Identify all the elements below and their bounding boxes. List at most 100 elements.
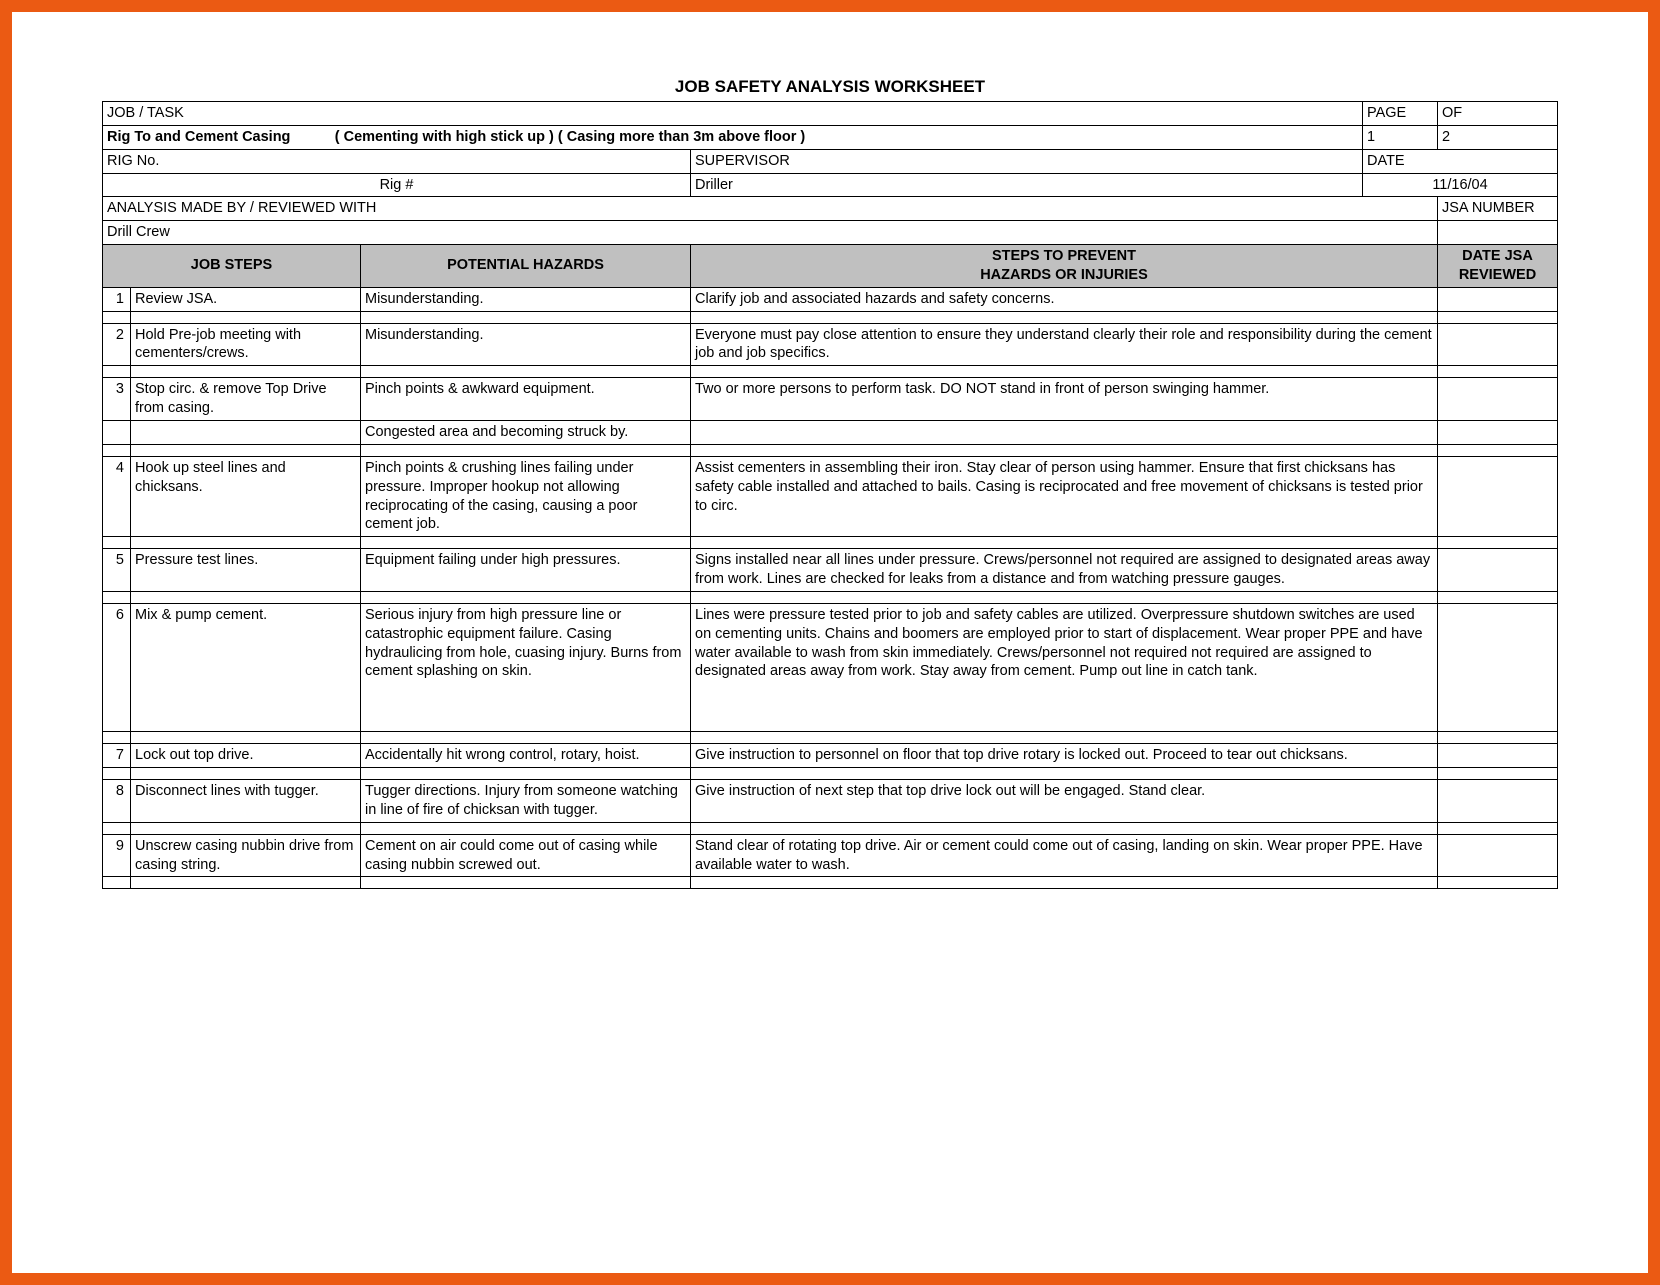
prevention-steps: Stand clear of rotating top drive. Air o… <box>691 834 1438 877</box>
job-step: Review JSA. <box>131 287 361 311</box>
table-row <box>103 822 1558 834</box>
potential-hazard: Pinch points & crushing lines failing un… <box>361 456 691 536</box>
potential-hazard: Congested area and becoming struck by. <box>361 420 691 444</box>
step-number: 6 <box>103 603 131 731</box>
supervisor-label: SUPERVISOR <box>691 149 1363 173</box>
worksheet-title: JOB SAFETY ANALYSIS WORKSHEET <box>102 77 1558 97</box>
col-date-rev-line1: DATE JSA <box>1462 248 1533 264</box>
potential-hazard: Misunderstanding. <box>361 287 691 311</box>
step-number: 1 <box>103 287 131 311</box>
date-reviewed <box>1438 603 1558 731</box>
step-number: 2 <box>103 323 131 366</box>
date-reviewed <box>1438 378 1558 421</box>
job-step: Unscrew casing nubbin drive from casing … <box>131 834 361 877</box>
document-frame: JOB SAFETY ANALYSIS WORKSHEET JOB / TASK… <box>0 0 1660 1285</box>
col-prevent-line1: STEPS TO PREVENT <box>992 248 1136 264</box>
prevention-steps: Clarify job and associated hazards and s… <box>691 287 1438 311</box>
step-number: 8 <box>103 780 131 823</box>
prevention-steps: Everyone must pay close attention to ens… <box>691 323 1438 366</box>
jsa-table: JOB / TASK PAGE OF Rig To and Cement Cas… <box>102 101 1558 889</box>
header-row-6: Drill Crew <box>103 221 1558 245</box>
prevention-steps: Lines were pressure tested prior to job … <box>691 603 1438 731</box>
job-step: Hook up steel lines and chicksans. <box>131 456 361 536</box>
table-row: 1Review JSA.Misunderstanding.Clarify job… <box>103 287 1558 311</box>
job-task-value: Rig To and Cement Casing ( Cementing wit… <box>103 125 1363 149</box>
table-row: 5Pressure test lines.Equipment failing u… <box>103 549 1558 592</box>
potential-hazard: Accidentally hit wrong control, rotary, … <box>361 744 691 768</box>
prevention-steps <box>691 420 1438 444</box>
column-headers: JOB STEPS POTENTIAL HAZARDS STEPS TO PRE… <box>103 245 1558 288</box>
date-reviewed <box>1438 780 1558 823</box>
table-row <box>103 366 1558 378</box>
date-reviewed <box>1438 456 1558 536</box>
job-step: Stop circ. & remove Top Drive from casin… <box>131 378 361 421</box>
jsa-num-value <box>1438 221 1558 245</box>
table-row <box>103 591 1558 603</box>
table-row: 3Stop circ. & remove Top Drive from casi… <box>103 378 1558 421</box>
page-label: PAGE <box>1363 102 1438 126</box>
analysis-value: Drill Crew <box>103 221 1438 245</box>
prevention-steps: Give instruction of next step that top d… <box>691 780 1438 823</box>
table-row: 8Disconnect lines with tugger.Tugger dir… <box>103 780 1558 823</box>
of-label: OF <box>1438 102 1558 126</box>
job-step: Pressure test lines. <box>131 549 361 592</box>
table-row: 2Hold Pre-job meeting with cementers/cre… <box>103 323 1558 366</box>
prevention-steps: Assist cementers in assembling their iro… <box>691 456 1438 536</box>
page-num: 1 <box>1363 125 1438 149</box>
table-row: 6Mix & pump cement.Serious injury from h… <box>103 603 1558 731</box>
job-task-line1: Rig To and Cement Casing <box>107 129 290 145</box>
col-job-steps: JOB STEPS <box>103 245 361 288</box>
of-num: 2 <box>1438 125 1558 149</box>
col-date-reviewed: DATE JSA REVIEWED <box>1438 245 1558 288</box>
job-step <box>131 420 361 444</box>
potential-hazard: Pinch points & awkward equipment. <box>361 378 691 421</box>
table-row: 9Unscrew casing nubbin drive from casing… <box>103 834 1558 877</box>
job-step: Disconnect lines with tugger. <box>131 780 361 823</box>
header-row-4: Rig # Driller 11/16/04 <box>103 173 1558 197</box>
table-row: 4Hook up steel lines and chicksans.Pinch… <box>103 456 1558 536</box>
table-row <box>103 732 1558 744</box>
date-reviewed <box>1438 549 1558 592</box>
analysis-label: ANALYSIS MADE BY / REVIEWED WITH <box>103 197 1438 221</box>
header-row-3: RIG No. SUPERVISOR DATE <box>103 149 1558 173</box>
date-reviewed <box>1438 420 1558 444</box>
potential-hazard: Tugger directions. Injury from someone w… <box>361 780 691 823</box>
table-row <box>103 877 1558 889</box>
prevention-steps: Give instruction to personnel on floor t… <box>691 744 1438 768</box>
date-reviewed <box>1438 287 1558 311</box>
potential-hazard: Equipment failing under high pressures. <box>361 549 691 592</box>
header-row-5: ANALYSIS MADE BY / REVIEWED WITH JSA NUM… <box>103 197 1558 221</box>
potential-hazard: Misunderstanding. <box>361 323 691 366</box>
step-number: 4 <box>103 456 131 536</box>
table-row <box>103 537 1558 549</box>
potential-hazard: Cement on air could come out of casing w… <box>361 834 691 877</box>
date-reviewed <box>1438 834 1558 877</box>
rig-no-value: Rig # <box>103 173 691 197</box>
job-task-line2: ( Cementing with high stick up ) ( Casin… <box>335 129 805 145</box>
jsa-num-label: JSA NUMBER <box>1438 197 1558 221</box>
prevention-steps: Two or more persons to perform task. DO … <box>691 378 1438 421</box>
step-number: 5 <box>103 549 131 592</box>
table-row: Congested area and becoming struck by. <box>103 420 1558 444</box>
step-number: 9 <box>103 834 131 877</box>
step-number <box>103 420 131 444</box>
step-number: 3 <box>103 378 131 421</box>
table-row <box>103 311 1558 323</box>
table-row: 7Lock out top drive.Accidentally hit wro… <box>103 744 1558 768</box>
job-step: Lock out top drive. <box>131 744 361 768</box>
potential-hazard: Serious injury from high pressure line o… <box>361 603 691 731</box>
rig-no-label: RIG No. <box>103 149 691 173</box>
header-row-1: JOB / TASK PAGE OF <box>103 102 1558 126</box>
table-row <box>103 768 1558 780</box>
date-value: 11/16/04 <box>1363 173 1558 197</box>
job-step: Hold Pre-job meeting with cementers/crew… <box>131 323 361 366</box>
date-reviewed <box>1438 744 1558 768</box>
header-row-2: Rig To and Cement Casing ( Cementing wit… <box>103 125 1558 149</box>
col-hazards: POTENTIAL HAZARDS <box>361 245 691 288</box>
col-prevent: STEPS TO PREVENT HAZARDS OR INJURIES <box>691 245 1438 288</box>
job-step: Mix & pump cement. <box>131 603 361 731</box>
prevention-steps: Signs installed near all lines under pre… <box>691 549 1438 592</box>
table-row <box>103 444 1558 456</box>
supervisor-value: Driller <box>691 173 1363 197</box>
date-reviewed <box>1438 323 1558 366</box>
